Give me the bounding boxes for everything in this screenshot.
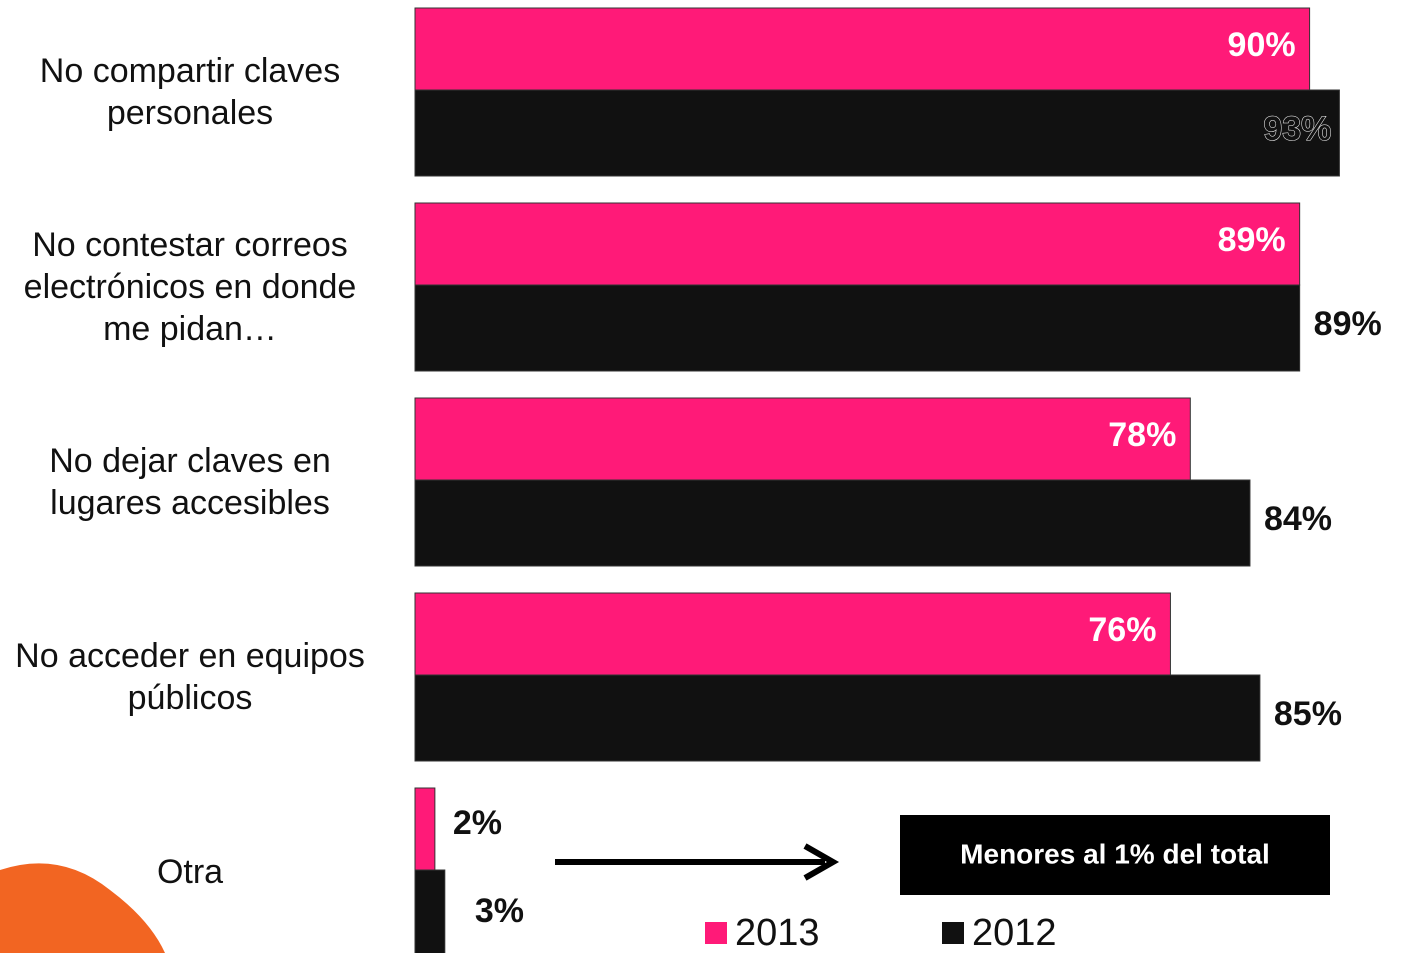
value-label: 90% bbox=[1228, 26, 1296, 64]
bar bbox=[414, 7, 1311, 91]
value-label: 85% bbox=[1274, 695, 1342, 733]
legend-label: 2013 bbox=[735, 912, 820, 953]
bar bbox=[414, 397, 1191, 481]
value-label: 2% bbox=[453, 804, 502, 842]
value-label: 78% bbox=[1108, 416, 1176, 454]
decoration bbox=[0, 863, 165, 953]
value-label: 89% bbox=[1218, 221, 1286, 259]
category-label: No contestar correos electrónicos en don… bbox=[23, 226, 357, 348]
bar bbox=[414, 89, 1340, 177]
bar bbox=[414, 284, 1301, 372]
bar bbox=[414, 202, 1301, 286]
category-label: No compartir claves personales bbox=[39, 52, 341, 132]
annotation: Menores al 1% del total bbox=[960, 838, 1270, 869]
category-label: Otra bbox=[156, 853, 224, 891]
value-label: 3% bbox=[475, 892, 524, 930]
value-label: 89% bbox=[1314, 305, 1382, 343]
value-label: 93% bbox=[1263, 110, 1331, 148]
bar bbox=[414, 869, 446, 953]
value-label: 76% bbox=[1088, 611, 1156, 649]
category-label: No dejar claves en lugares accesibles bbox=[49, 442, 331, 522]
legend-swatch bbox=[705, 922, 727, 944]
value-label: 84% bbox=[1264, 500, 1332, 538]
bar bbox=[414, 592, 1171, 676]
bar bbox=[414, 479, 1251, 567]
category-label: No acceder en equipos públicos bbox=[15, 637, 365, 717]
bar bbox=[414, 787, 436, 871]
legend-label: 2012 bbox=[972, 912, 1057, 953]
legend-swatch bbox=[942, 922, 964, 944]
arrow-head bbox=[803, 843, 840, 881]
annotation-box bbox=[900, 815, 1330, 895]
bar bbox=[414, 674, 1261, 762]
